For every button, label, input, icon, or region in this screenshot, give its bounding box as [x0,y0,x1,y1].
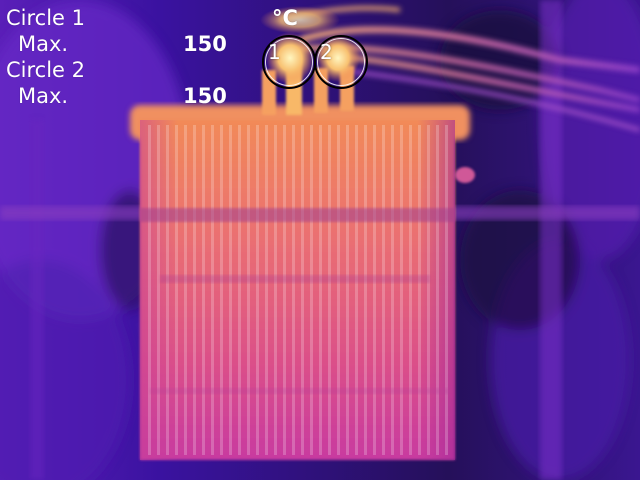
circle2-max-value: 150 [183,84,227,108]
circle1-stat-label: Max. [18,32,69,56]
circle1-label: Circle 1 [6,6,86,30]
circle2-label: Circle 2 [6,58,86,82]
measurement-circle-1-id: 1 [268,40,281,64]
measurement-circle-2[interactable] [314,35,368,89]
temperature-unit: °C [272,6,298,30]
circle1-max-value: 150 [183,32,227,56]
measurement-circle-2-id: 2 [320,40,333,64]
circle2-stat-label: Max. [18,84,69,108]
